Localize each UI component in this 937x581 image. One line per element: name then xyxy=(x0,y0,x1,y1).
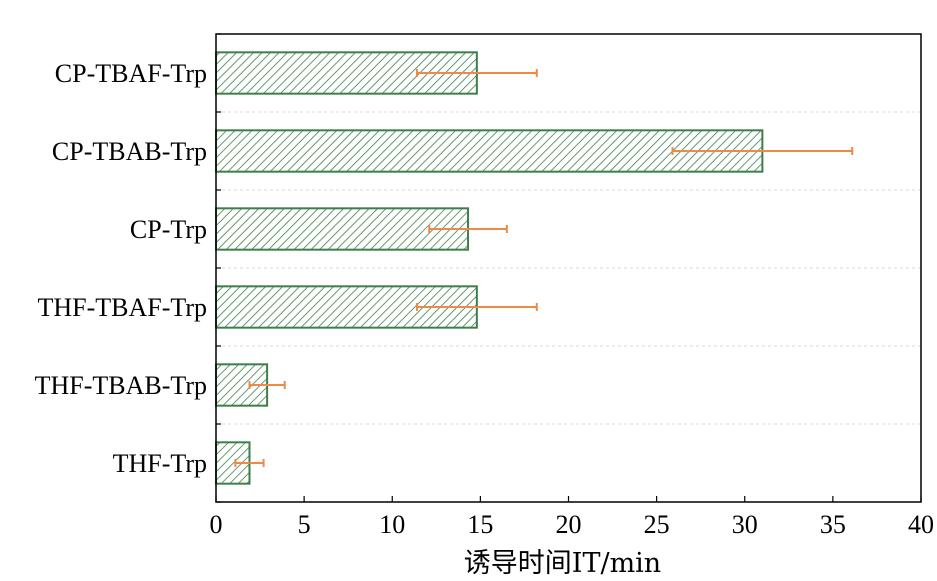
x-tick-label: 25 xyxy=(644,510,670,539)
x-tick-label: 20 xyxy=(556,510,582,539)
x-tick-label: 30 xyxy=(732,510,758,539)
error-bars xyxy=(234,69,854,467)
category-label: CP-TBAF-Trp xyxy=(55,59,207,88)
x-tick-label: 10 xyxy=(379,510,405,539)
plot-frame xyxy=(215,33,922,503)
category-label: CP-Trp xyxy=(130,215,207,244)
bar-cp-tbab-trp xyxy=(215,129,764,173)
x-tick-label: 35 xyxy=(820,510,846,539)
x-tick-label: 5 xyxy=(298,510,311,539)
x-tick-label: 40 xyxy=(908,510,934,539)
bars xyxy=(215,51,764,485)
x-axis-title: 诱导时间IT/min xyxy=(464,548,661,579)
category-label: THF-TBAB-Trp xyxy=(35,371,207,400)
category-label: THF-Trp xyxy=(113,449,207,478)
x-tick-labels: 0 5 10 15 20 25 30 35 40 xyxy=(210,510,935,539)
x-tick-label: 0 xyxy=(210,510,223,539)
bar-cp-trp xyxy=(215,207,470,251)
category-label: THF-TBAF-Trp xyxy=(37,293,207,322)
x-tick-label: 15 xyxy=(467,510,493,539)
category-labels: CP-TBAF-Trp CP-TBAB-Trp CP-Trp THF-TBAF-Trp… xyxy=(35,59,207,478)
category-label: CP-TBAB-Trp xyxy=(52,137,207,166)
axis-ticks xyxy=(215,33,922,503)
